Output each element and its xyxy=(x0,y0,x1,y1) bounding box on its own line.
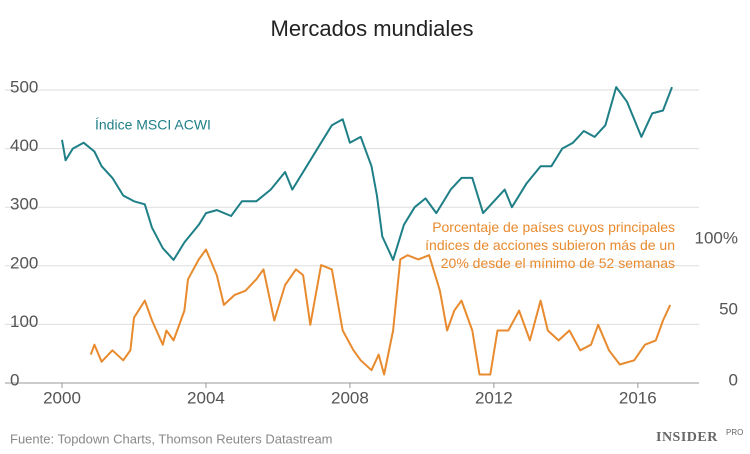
y2-tick-label: 100% xyxy=(695,228,738,247)
series-line xyxy=(61,86,673,261)
x-tick-label: 2008 xyxy=(331,388,369,407)
logo: INSIDER xyxy=(656,430,718,445)
y-tick-label: 200 xyxy=(10,253,38,272)
series-line xyxy=(89,248,672,376)
y2-tick-label: 50 xyxy=(719,299,738,318)
x-tick-label: 2000 xyxy=(43,388,81,407)
y-tick-label: 400 xyxy=(10,136,38,155)
y-tick-label: 500 xyxy=(10,77,38,96)
y-tick-label: 100 xyxy=(10,312,38,331)
chart-title: Mercados mundiales xyxy=(271,16,474,41)
y-tick-label: 300 xyxy=(10,195,38,214)
series-label: Índice MSCI ACWI xyxy=(95,117,211,133)
logo-suffix: PRO xyxy=(726,428,743,437)
source: Fuente: Topdown Charts, Thomson Reuters … xyxy=(10,431,333,446)
y-tick-label: 0 xyxy=(10,370,19,389)
y2-tick-label: 0 xyxy=(729,370,738,389)
series-label: Porcentaje de países cuyos principales í… xyxy=(425,219,675,271)
x-tick-label: 2012 xyxy=(475,388,513,407)
x-tick-label: 2016 xyxy=(619,388,657,407)
x-tick-label: 2004 xyxy=(187,388,225,407)
